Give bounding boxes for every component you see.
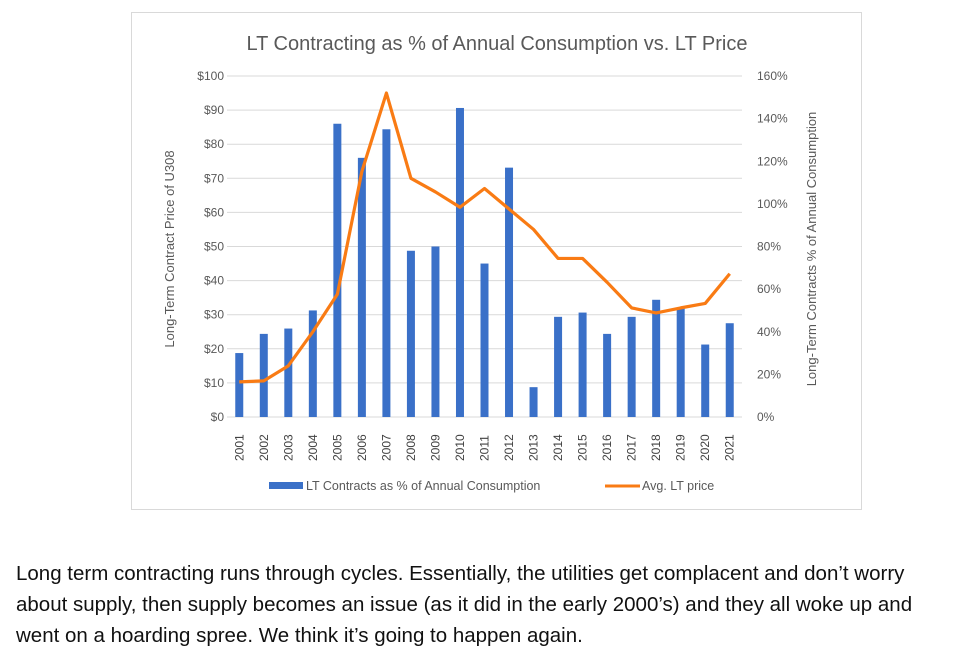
x-tick-label: 2017	[625, 434, 639, 461]
bar	[480, 263, 489, 417]
bar	[235, 353, 244, 417]
y-right-tick-label: 40%	[757, 325, 781, 339]
bar	[652, 299, 661, 417]
caption-paragraph: Long term contracting runs through cycle…	[16, 562, 913, 647]
y-left-tick-label: $100	[197, 69, 224, 83]
x-tick-label: 2004	[306, 434, 320, 461]
x-tick-label: 2014	[551, 434, 565, 461]
bar	[382, 129, 391, 417]
x-tick-label: 2010	[453, 434, 467, 461]
x-tick-label: 2015	[576, 434, 590, 461]
legend: LT Contracts as % of Annual Consumption …	[269, 479, 714, 493]
y-axis-right-label: Long-Term Contracts % of Annual Consumpt…	[804, 112, 819, 387]
y-left-tick-label: $40	[204, 274, 224, 288]
y-left-tick-label: $80	[204, 137, 224, 151]
chart-container: LT Contracting as % of Annual Consumptio…	[131, 12, 862, 510]
bar	[725, 323, 734, 417]
x-tick-label: 2016	[600, 434, 614, 461]
y-right-tick-label: 80%	[757, 240, 781, 254]
x-tick-label: 2012	[502, 434, 516, 461]
legend-line-label: Avg. LT price	[642, 479, 714, 493]
bar	[676, 308, 685, 417]
legend-bar-label: LT Contracts as % of Annual Consumption	[306, 479, 540, 493]
x-tick-label: 2001	[232, 434, 246, 461]
bar	[603, 333, 612, 417]
y-right-tick-label: 0%	[757, 410, 775, 424]
bar	[333, 123, 342, 418]
y-left-tick-label: $0	[211, 410, 225, 424]
x-tick-label: 2006	[355, 434, 369, 461]
y-left-tick-label: $50	[204, 240, 224, 254]
x-tick-label: 2009	[428, 434, 442, 461]
y-left-tick-label: $10	[204, 376, 224, 390]
x-tick-label: 2002	[257, 434, 271, 461]
bar	[627, 316, 636, 417]
y-left-tick-label: $90	[204, 103, 224, 117]
x-tick-label: 2003	[281, 434, 295, 461]
legend-bar-swatch	[269, 482, 303, 489]
bar	[406, 250, 415, 417]
y-right-tick-label: 60%	[757, 282, 781, 296]
bar	[554, 316, 563, 417]
x-tick-label: 2005	[330, 434, 344, 461]
x-tick-label: 2021	[723, 434, 737, 461]
y-left-tick-label: $70	[204, 171, 224, 185]
y-left-tick-label: $20	[204, 342, 224, 356]
bar	[259, 333, 268, 417]
y-left-tick-label: $60	[204, 205, 224, 219]
x-tick-label: 2008	[404, 434, 418, 461]
y-right-tick-label: 20%	[757, 367, 781, 381]
y-axis-left-label: Long-Term Contract Price of U308	[162, 150, 177, 347]
x-tick-label: 2018	[649, 434, 663, 461]
bar	[578, 312, 587, 417]
x-tick-label: 2019	[674, 434, 688, 461]
x-tick-label: 2020	[698, 434, 712, 461]
bar	[308, 310, 317, 417]
bar	[284, 328, 293, 417]
bar	[701, 344, 710, 417]
bar	[455, 107, 464, 417]
x-tick-label: 2013	[527, 434, 541, 461]
y-right-tick-label: 160%	[757, 69, 788, 83]
bar	[505, 167, 514, 417]
x-tick-label: 2011	[478, 435, 492, 461]
y-right-tick-label: 120%	[757, 154, 788, 168]
y-right-tick-label: 140%	[757, 112, 788, 126]
y-right-tick-label: 100%	[757, 197, 788, 211]
y-left-tick-label: $30	[204, 308, 224, 322]
chart-title: LT Contracting as % of Annual Consumptio…	[247, 33, 748, 55]
x-tick-label: 2007	[379, 434, 393, 461]
bar	[529, 387, 538, 417]
combo-chart: LT Contracting as % of Annual Consumptio…	[162, 33, 819, 493]
bar	[357, 157, 366, 417]
bar	[431, 246, 440, 417]
